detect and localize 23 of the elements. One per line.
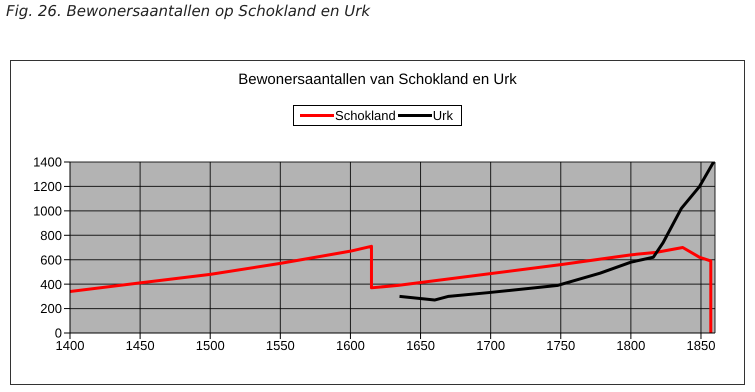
legend-label: Urk [432, 108, 453, 123]
x-tick-label: 1600 [336, 338, 365, 354]
y-tick-label: 1000 [33, 203, 62, 218]
x-tick-label: 1650 [406, 338, 436, 354]
x-tick-label: 1700 [476, 338, 506, 354]
line-series [70, 244, 712, 333]
chart-subtitle: Bewonersaantallen van Schokland en Urk [237, 71, 518, 88]
y-tick-label: 800 [40, 228, 62, 243]
x-tick-label: 1550 [266, 338, 295, 354]
y-tick-label: 1200 [33, 179, 62, 194]
legend-label: Schokland [335, 108, 396, 123]
x-tick-label: 1750 [546, 338, 576, 354]
chart-title: Fig. 26. Bewonersaantallen op Schokland en Urk [6, 2, 370, 20]
y-tick-label: 0 [54, 326, 62, 341]
x-tick-label: 1500 [196, 338, 225, 354]
x-tick-label: 1400 [56, 338, 84, 354]
x-tick-label: 1450 [126, 338, 155, 354]
y-tick-label: 600 [40, 252, 62, 268]
y-tick-label: 400 [40, 276, 62, 292]
y-tick-label: 200 [40, 301, 62, 316]
x-tick-label: 1850 [686, 338, 716, 354]
y-tick-label: 1400 [33, 154, 62, 170]
x-tick-label: 1800 [616, 338, 646, 354]
